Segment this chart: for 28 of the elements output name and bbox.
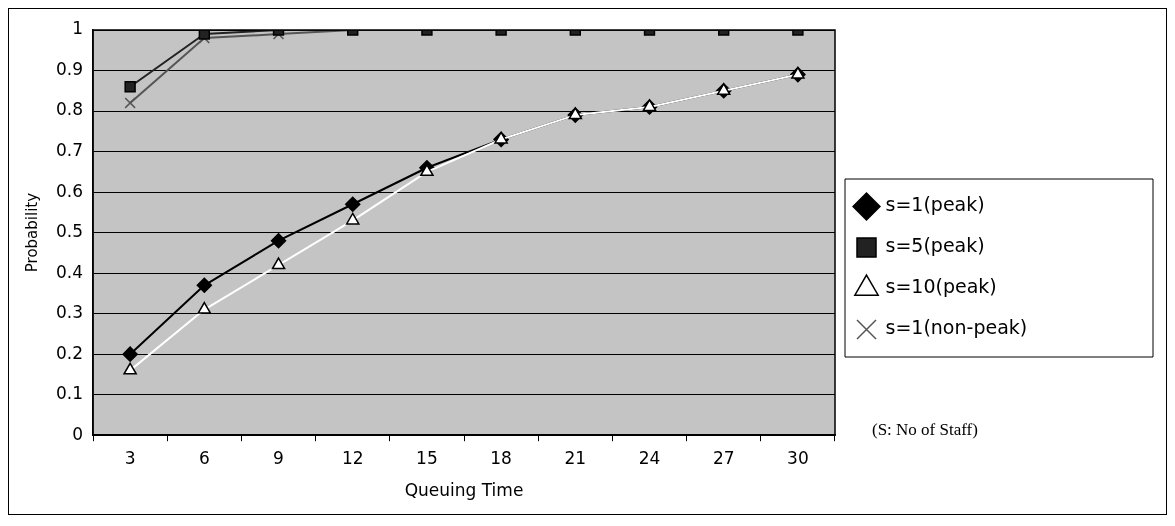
x-tick-label: 21 <box>564 447 587 468</box>
y-tick-label: 0.3 <box>55 302 84 323</box>
x-tick-label: 27 <box>712 447 735 468</box>
y-tick-label: 0.1 <box>55 383 84 404</box>
y-axis-title: Probability <box>22 192 41 273</box>
x-tick-label: 24 <box>638 447 661 468</box>
y-tick-label: 0.7 <box>55 139 84 160</box>
text: (S: No of Staff) <box>872 420 978 440</box>
y-tick-label: 1 <box>72 18 84 39</box>
y-tick-label: 0.5 <box>55 221 84 242</box>
y-tick-label: 0.9 <box>55 58 84 79</box>
x-tick-label: 30 <box>787 447 809 468</box>
x-tick-label: 15 <box>416 447 438 468</box>
y-tick-label: 0.6 <box>55 180 84 201</box>
y-tick-label: 0.4 <box>55 261 84 282</box>
x-axis-title: Queuing Time <box>404 480 524 501</box>
legend-label: s=10(peak) <box>885 275 997 298</box>
x-tick-label: 3 <box>124 447 136 468</box>
x-tick-label: 18 <box>490 447 512 468</box>
legend-label: s=5(peak) <box>885 234 985 257</box>
x-tick-label: 6 <box>198 447 210 468</box>
x-tick-label: 12 <box>341 447 364 468</box>
y-tick-label: 0 <box>72 423 84 444</box>
y-tick-label: 0.2 <box>55 342 84 363</box>
legend-label: s=1(non-peak) <box>885 316 1028 339</box>
x-tick-label: 9 <box>273 447 284 468</box>
y-tick-label: 0.8 <box>55 99 84 120</box>
legend-label: s=1(peak) <box>885 193 985 216</box>
